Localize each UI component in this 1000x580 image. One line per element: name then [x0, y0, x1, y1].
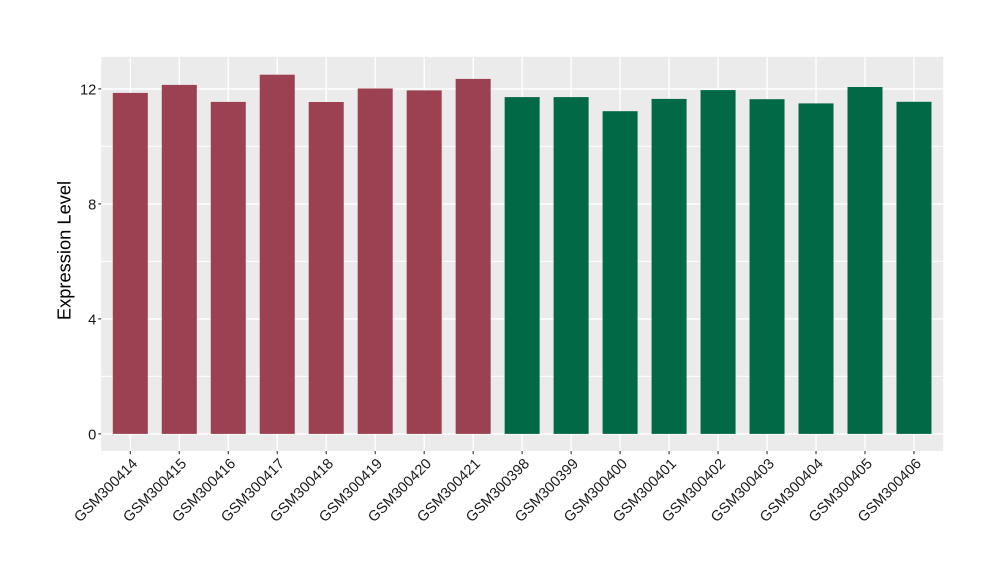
- svg-text:4: 4: [88, 312, 96, 328]
- svg-text:12: 12: [80, 82, 96, 98]
- svg-text:8: 8: [88, 197, 96, 213]
- svg-text:Expression Level: Expression Level: [54, 181, 75, 320]
- svg-text:0: 0: [88, 427, 96, 443]
